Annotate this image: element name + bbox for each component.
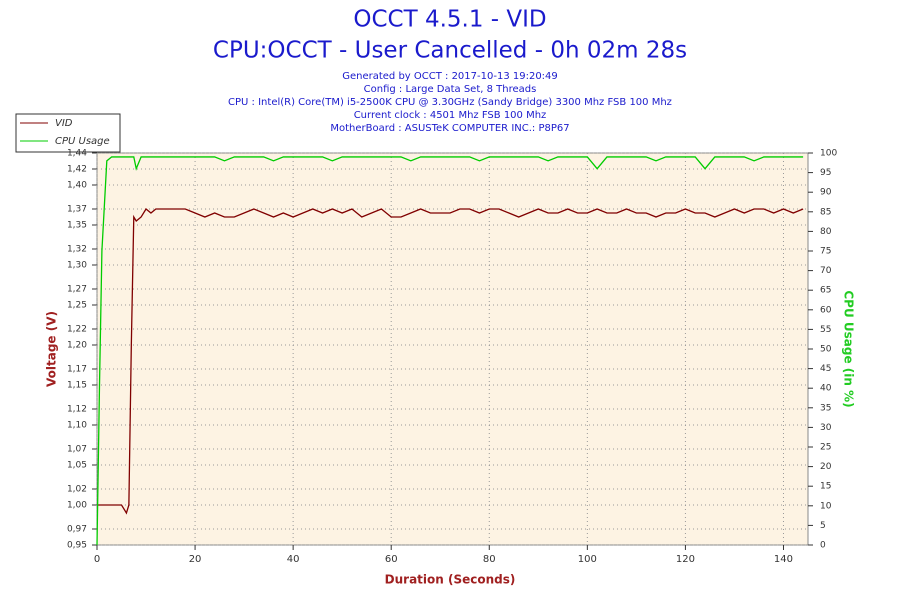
x-axis-label: Duration (Seconds)	[385, 573, 516, 587]
y-tick-label: 0,95	[67, 541, 87, 551]
info-line: Current clock : 4501 Mhz FSB 100 Mhz	[354, 110, 547, 121]
y2-tick-label: 85	[820, 207, 831, 217]
y2-tick-label: 50	[820, 345, 832, 355]
x-tick-label: 60	[385, 554, 398, 565]
y-tick-label: 1,42	[67, 165, 87, 175]
chart-title: OCCT 4.5.1 - VID	[353, 7, 546, 33]
legend-label: VID	[55, 118, 73, 129]
y-tick-label: 1,15	[67, 381, 87, 391]
y2-tick-label: 90	[820, 188, 832, 198]
info-line: CPU : Intel(R) Core(TM) i5-2500K CPU @ 3…	[228, 97, 672, 108]
y2-tick-label: 40	[820, 384, 832, 394]
series-line	[97, 208, 804, 515]
chart-subtitle: CPU:OCCT - User Cancelled - 0h 02m 28s	[213, 38, 687, 64]
info-line: Generated by OCCT : 2017-10-13 19:20:49	[342, 71, 558, 82]
x-tick-label: 40	[287, 554, 300, 565]
legend	[15, 113, 121, 153]
y-tick-label: 1,25	[67, 301, 87, 311]
y-tick-label: 1,12	[67, 405, 87, 415]
y2-tick-label: 0	[820, 541, 826, 551]
y-tick-label: 1,40	[67, 181, 87, 191]
y-tick-label: 1,35	[67, 221, 87, 231]
y-tick-label: 1,05	[67, 461, 87, 471]
y2-tick-label: 100	[820, 149, 837, 159]
y2-tick-label: 60	[820, 305, 832, 315]
y2-tick-label: 75	[820, 247, 831, 257]
y-tick-label: 1,17	[67, 365, 87, 375]
y2-tick-label: 45	[820, 364, 831, 374]
y-tick-label: 1,32	[67, 245, 87, 255]
x-tick-label: 120	[676, 554, 695, 565]
y-tick-label: 1,10	[67, 421, 87, 431]
x-tick-label: 100	[578, 554, 597, 565]
y-tick-label: 1,00	[67, 501, 87, 511]
y2-tick-label: 65	[820, 286, 831, 296]
y-tick-label: 1,44	[67, 149, 87, 159]
y2-tick-label: 35	[820, 403, 831, 413]
info-line: MotherBoard : ASUSTeK COMPUTER INC.: P8P…	[330, 123, 569, 134]
y2-tick-label: 80	[820, 227, 832, 237]
y2-tick-label: 30	[820, 423, 832, 433]
y-tick-label: 1,22	[67, 325, 87, 335]
x-tick-label: 20	[189, 554, 202, 565]
y2-tick-label: 70	[820, 266, 832, 276]
y2-tick-label: 95	[820, 168, 831, 178]
info-line: Config : Large Data Set, 8 Threads	[364, 84, 537, 95]
x-tick-label: 0	[94, 554, 100, 565]
y-tick-label: 0,97	[67, 525, 87, 535]
y2-axis-label: CPU Usage (in %)	[842, 290, 856, 407]
y-tick-label: 1,20	[67, 341, 87, 351]
y2-tick-label: 55	[820, 325, 831, 335]
y-tick-label: 1,37	[67, 205, 87, 215]
y2-tick-label: 15	[820, 482, 831, 492]
y2-tick-label: 25	[820, 443, 831, 453]
y-tick-label: 1,02	[67, 485, 87, 495]
series-line	[96, 156, 804, 546]
legend-label: CPU Usage	[55, 136, 110, 147]
y-tick-label: 1,07	[67, 445, 87, 455]
y2-tick-label: 20	[820, 462, 832, 472]
x-tick-label: 140	[774, 554, 793, 565]
y-axis-label: Voltage (V)	[45, 311, 59, 387]
x-tick-label: 80	[483, 554, 496, 565]
y-tick-label: 1,27	[67, 285, 87, 295]
y2-tick-label: 5	[820, 521, 826, 531]
y-tick-label: 1,30	[67, 261, 87, 271]
plot-area	[96, 152, 809, 546]
y2-tick-label: 10	[820, 501, 832, 511]
